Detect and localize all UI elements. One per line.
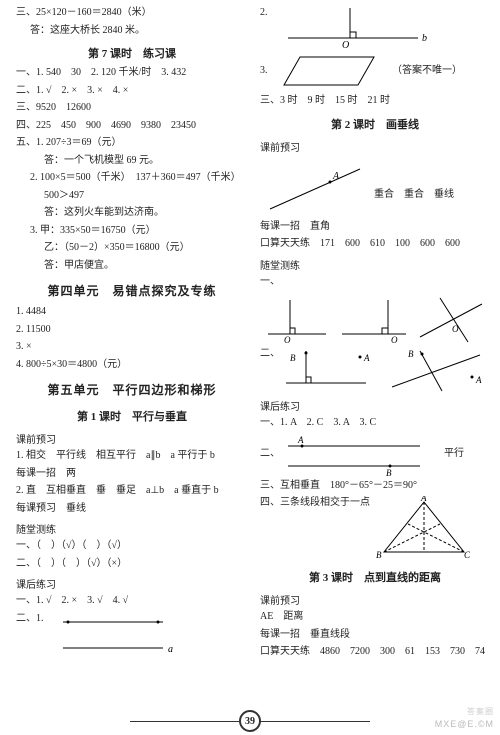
svg-text:O: O xyxy=(452,324,459,334)
figure-row: 2. b O xyxy=(260,6,490,48)
text-line: 二、（ ）（ ）（√）（×） xyxy=(16,557,248,572)
label-a: a xyxy=(168,644,173,655)
parallelogram-figure xyxy=(278,51,388,91)
figure-row: 二、1. a xyxy=(16,612,248,658)
svg-text:A: A xyxy=(475,375,482,385)
text-line: 1. 相交 平行线 相互平行 a∥b a 平行于 b xyxy=(16,449,248,464)
text-line: 四、225 450 900 4690 9380 23450 xyxy=(16,119,248,134)
oblique-line-figure: A xyxy=(260,157,370,217)
page: 三、25×120－160＝2840（米） 答：这座大桥长 2840 米。 第 7… xyxy=(0,0,500,735)
svg-text:A: A xyxy=(363,353,370,363)
page-number: 39 xyxy=(239,710,261,732)
figure-row: A 重合 重合 垂线 xyxy=(260,157,490,217)
figure-row: 二、 A B 平行 xyxy=(260,434,490,476)
parallel-ab-figure: A B xyxy=(280,434,440,476)
text-line: 一、（ ）（√）（ ）（√） xyxy=(16,539,248,554)
lesson-heading: 第 3 课时 点到直线的距离 xyxy=(260,569,490,585)
svg-text:O: O xyxy=(342,40,349,48)
text-line: 2. 11500 xyxy=(16,323,248,338)
figure-row: 3. （答案不唯一） xyxy=(260,51,490,91)
text-line: 答：这座大桥长 2840 米。 xyxy=(16,24,248,39)
text-line: 3. × xyxy=(16,340,248,355)
watermark: MXE@E.©M xyxy=(435,719,494,729)
sub-heading: 课前预习 xyxy=(260,139,490,154)
three-perp-figures: O O O xyxy=(260,292,488,344)
watermark-sub: 答案圈 xyxy=(467,706,494,717)
text-line: 一、1. A 2. C 3. A 3. C xyxy=(260,416,490,431)
svg-text:A: A xyxy=(297,435,304,445)
sub-heading: 课后练习 xyxy=(260,398,490,413)
svg-text:A: A xyxy=(420,496,427,503)
text-line: 三、9520 12600 xyxy=(16,101,248,116)
text-line: 平行 xyxy=(444,447,464,462)
text-line: 口算天天练 4860 7200 300 61 153 730 74 xyxy=(260,645,490,660)
text-line: 500＞497 xyxy=(16,189,248,204)
label: 二、 xyxy=(260,347,276,362)
figure-row: 二、 B A B A xyxy=(260,347,490,393)
text-line: 三、互相垂直 180°－65°－25＝90° xyxy=(260,479,490,494)
page-number-bar: 39 xyxy=(0,711,500,731)
sub-heading: 随堂测练 xyxy=(260,257,490,272)
unit-heading: 第四单元 易错点探究及专练 xyxy=(16,282,248,299)
note: （答案不唯一） xyxy=(392,64,462,79)
svg-text:C: C xyxy=(464,550,471,560)
text-line: 4. 800÷5×30＝4800（元） xyxy=(16,358,248,373)
sub-heading: 课后练习 xyxy=(16,576,248,591)
text-line: 2. 100×5＝500（千米） 137＋360＝497（千米） xyxy=(16,171,248,186)
text-line: 每课一招 直角 xyxy=(260,220,490,235)
text-line: 重合 重合 垂线 xyxy=(374,188,454,203)
label: 3. xyxy=(260,64,274,79)
text-line: 一、1. 540 30 2. 120 千米/时 3. 432 xyxy=(16,66,248,81)
sub-heading: 课前预习 xyxy=(16,431,248,446)
triangle-figure: A B C xyxy=(374,496,474,562)
svg-text:B: B xyxy=(386,468,392,476)
text-line: 一、1. √ 2. × 3. √ 4. √ xyxy=(16,594,248,609)
text-line: 五、1. 207÷3＝69（元） xyxy=(16,136,248,151)
text-line: 每课一招 两 xyxy=(16,467,248,482)
text-line: 每课预习 垂线 xyxy=(16,502,248,517)
text-line: 四、三条线段相交于一点 xyxy=(260,496,370,511)
text-line: 答：一个飞机模型 69 元。 xyxy=(16,154,248,169)
label: 二、1. xyxy=(16,612,44,627)
text-line: 1. 4484 xyxy=(16,305,248,320)
text-line: 三、25×120－160＝2840（米） xyxy=(16,6,248,21)
text-line: 答：这列火车能到达济南。 xyxy=(16,206,248,221)
sub-heading: 随堂测练 xyxy=(16,521,248,536)
label: 二、 xyxy=(260,447,276,462)
svg-text:O: O xyxy=(284,335,291,344)
svg-text:O: O xyxy=(391,335,398,344)
perpendicular-figure: b O xyxy=(278,6,428,48)
text-line: AE 距离 xyxy=(260,610,490,625)
left-column: 三、25×120－160＝2840（米） 答：这座大桥长 2840 米。 第 7… xyxy=(16,6,254,707)
svg-text:A: A xyxy=(332,171,340,182)
sub-heading: 课前预习 xyxy=(260,592,490,607)
svg-text:B: B xyxy=(408,349,414,359)
lesson-heading: 第 1 课时 平行与垂直 xyxy=(16,408,248,424)
lesson-heading: 第 7 课时 练习课 xyxy=(16,45,248,61)
svg-text:b: b xyxy=(422,33,427,44)
label: 一、 xyxy=(260,275,490,290)
svg-text:B: B xyxy=(376,550,382,560)
svg-text:B: B xyxy=(290,353,296,363)
text-line: 二、1. √ 2. × 3. × 4. × xyxy=(16,84,248,99)
text-line: 每课一招 垂直线段 xyxy=(260,628,490,643)
right-column: 2. b O 3. （答案不唯一） 三、3 时 9 时 15 时 21 时 第 … xyxy=(254,6,490,707)
parallel-lines-figure: a xyxy=(48,612,178,658)
figure-row: 四、三条线段相交于一点 A B C xyxy=(260,496,490,562)
label: 2. xyxy=(260,6,274,21)
lesson-heading: 第 2 课时 画垂线 xyxy=(260,116,490,132)
text-line: 3. 甲：335×50＝16750（元） xyxy=(16,224,248,239)
unit-heading: 第五单元 平行四边形和梯形 xyxy=(16,381,248,398)
text-line: 答：甲店便宜。 xyxy=(16,259,248,274)
text-line: 口算天天练 171 600 610 100 600 600 xyxy=(260,237,490,252)
text-line: 三、3 时 9 时 15 时 21 时 xyxy=(260,94,490,109)
text-line: 2. 直 互相垂直 垂 垂足 a⊥b a 垂直于 b xyxy=(16,484,248,499)
two-perp-ab-figures: B A B A xyxy=(280,347,490,393)
text-line: 乙：（50－2）×350＝16800（元） xyxy=(16,241,248,256)
